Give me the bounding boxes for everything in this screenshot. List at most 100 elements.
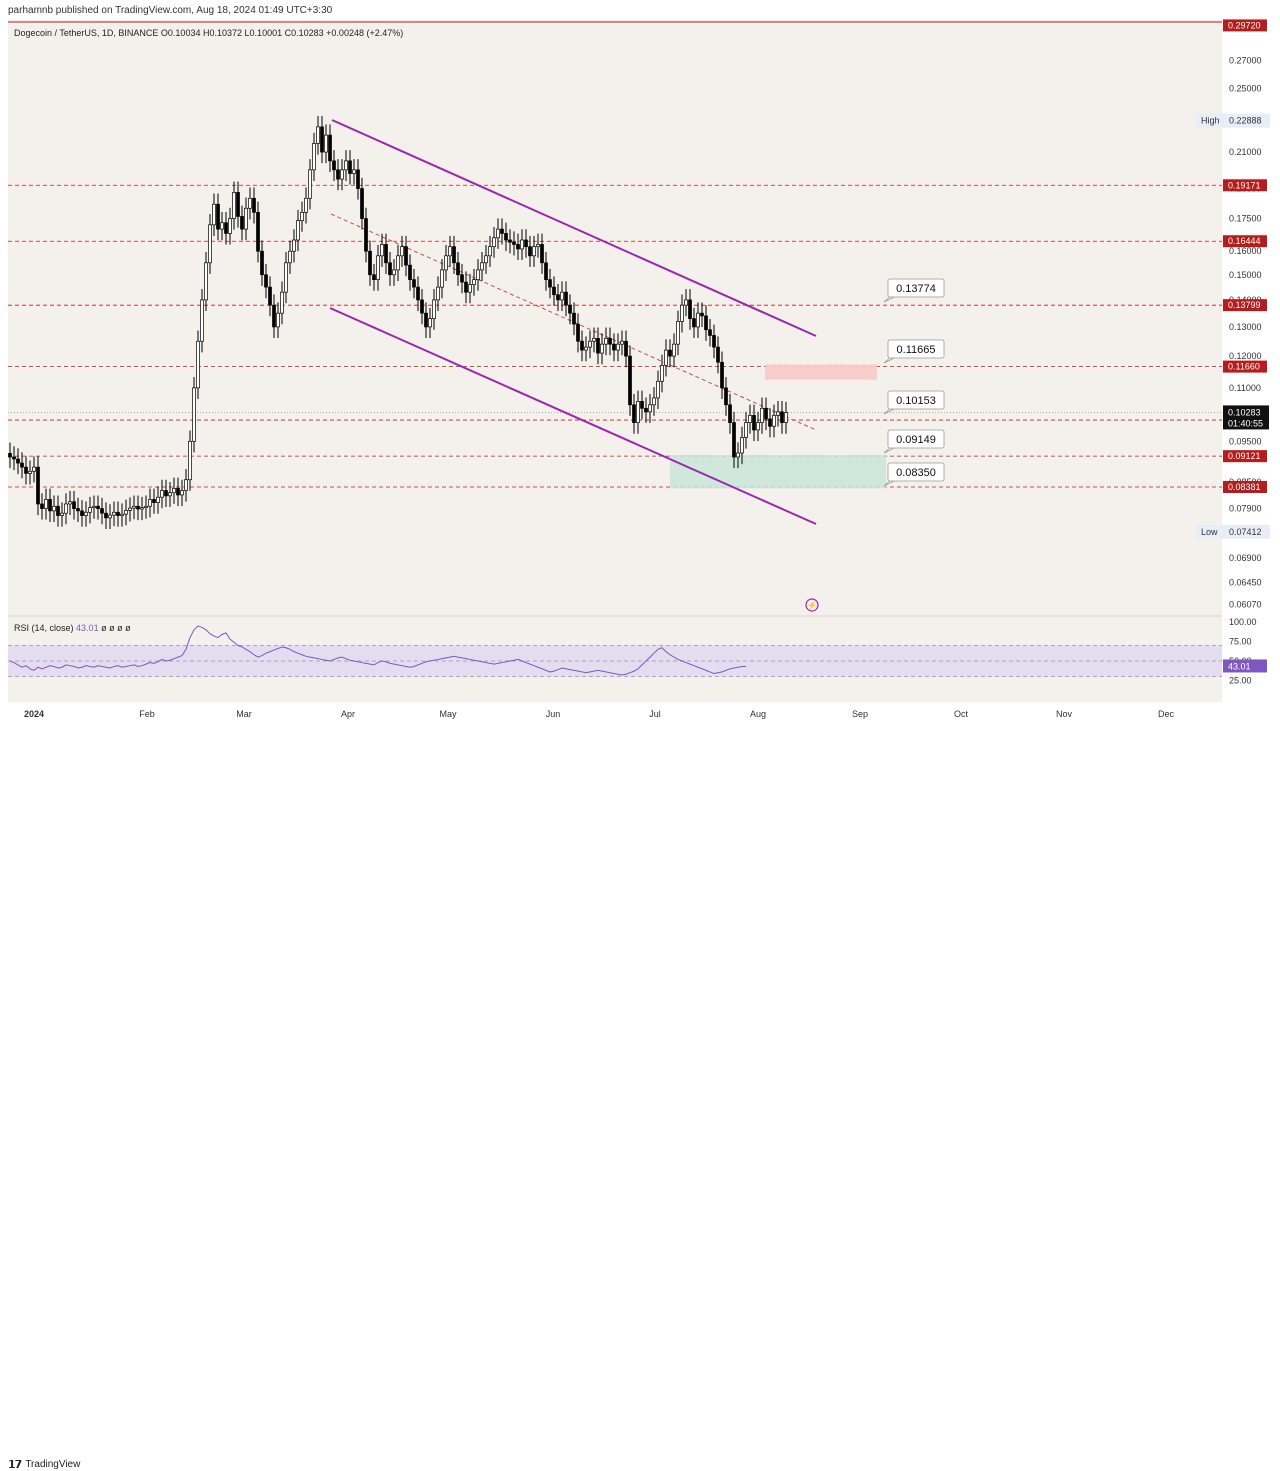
candle [608,337,612,345]
candle [736,452,740,458]
candle [288,250,292,264]
candle [504,233,508,241]
channel-lower-line[interactable] [329,307,817,525]
candle [752,415,756,431]
candle [728,404,732,423]
candle [572,312,576,325]
candle [68,501,72,505]
level-badge [1223,481,1267,494]
candle [176,488,180,496]
level-badge-label: 0.13799 [1228,300,1261,310]
candle [320,126,324,153]
candle [308,169,312,199]
candle [404,246,408,266]
candle [512,241,516,245]
candle [272,304,276,328]
candle [640,401,644,409]
candle [296,220,300,241]
candle [328,134,332,162]
channel-upper-line[interactable] [331,119,817,337]
time-tick-label: May [439,709,457,719]
candle [80,510,84,516]
price-tick-label: 0.07900 [1229,504,1262,514]
time-tick-label: Aug [750,709,766,719]
time-axis[interactable] [8,702,1222,726]
symbol-legend: Dogecoin / TetherUS, 1D, BINANCE O0.1003… [14,28,403,38]
level-badge [1223,235,1267,248]
rsi-tick-label: 25.00 [1229,676,1252,686]
rsi-title[interactable]: RSI (14, close) [14,623,74,633]
top-bar: parhamnb published on TradingView.com, A… [0,0,1280,20]
candle [784,412,788,423]
candle [500,228,504,234]
level-badge-label: 0.16444 [1228,236,1261,246]
ohlc-high: H0.10372 [202,28,243,38]
price-tick-label: 0.16000 [1229,246,1262,256]
candle [720,361,724,389]
tradingview-logo: 𝟭𝟳 TradingView [8,1458,80,1471]
price-tick-label: 0.06900 [1229,553,1262,563]
candle [64,503,68,514]
level-badge-label: 0.09121 [1228,451,1261,461]
candle [300,211,304,221]
candle [116,511,120,516]
publisher-line: parhamnb published on TradingView.com, A… [8,5,333,16]
candle [324,134,328,153]
callout-box[interactable] [887,278,945,298]
candle [716,346,720,363]
candle [452,246,456,264]
candle [544,262,548,280]
candle [32,466,36,472]
symbol-pair[interactable]: Dogecoin / TetherUS, 1D, BINANCE [14,28,159,38]
candle [412,279,416,288]
alert-icon[interactable] [805,598,819,612]
candle [344,160,348,171]
callout-box[interactable] [887,462,945,482]
time-tick-label: Jun [546,709,561,719]
candle [132,505,136,509]
candle [568,304,572,314]
candle [96,505,100,509]
candle [304,197,308,213]
candle [516,244,520,250]
candle [480,262,484,271]
candle [380,244,384,257]
chart-area[interactable] [8,20,1222,702]
price-tick-label: 0.09500 [1229,436,1262,446]
candle [48,499,52,512]
candle [108,514,112,519]
candle [388,262,392,276]
candle [604,337,608,345]
footer: 𝟭𝟳 TradingView [0,726,1280,1471]
candle [316,126,320,144]
tradingview-logo-icon: 𝟭𝟳 [8,1459,22,1471]
candle [660,365,664,382]
candle [424,312,428,328]
candle [520,239,524,250]
ohlc-change: +0.00248 (+2.47%) [326,28,404,38]
candle [36,466,40,505]
candle [192,387,196,442]
candle [252,197,256,213]
candle [600,343,604,354]
callout-box[interactable] [887,390,945,410]
candle [136,505,140,510]
candle [432,299,436,319]
chart-canvas: 0.13774 0.11665 0.10153 0.09149 0.08350 ⚡ 0.27… [8,19,1270,719]
level-badge [1223,19,1267,32]
level-badge [1223,360,1267,373]
candle [632,404,636,423]
candle [740,437,744,454]
time-tick-label: Nov [1056,709,1073,719]
callout-box[interactable] [887,339,945,359]
callout-box[interactable] [887,429,945,449]
candle [232,192,236,219]
candle [188,440,192,481]
rsi-value-badge-text: 43.01 [1228,661,1251,671]
channel-midline [330,213,817,431]
candle [708,329,712,336]
time-tick-label: Dec [1158,709,1175,719]
candle [124,510,128,515]
rsi-extra: ø ø ø ø [101,623,131,633]
highlow-badge [1196,524,1270,539]
